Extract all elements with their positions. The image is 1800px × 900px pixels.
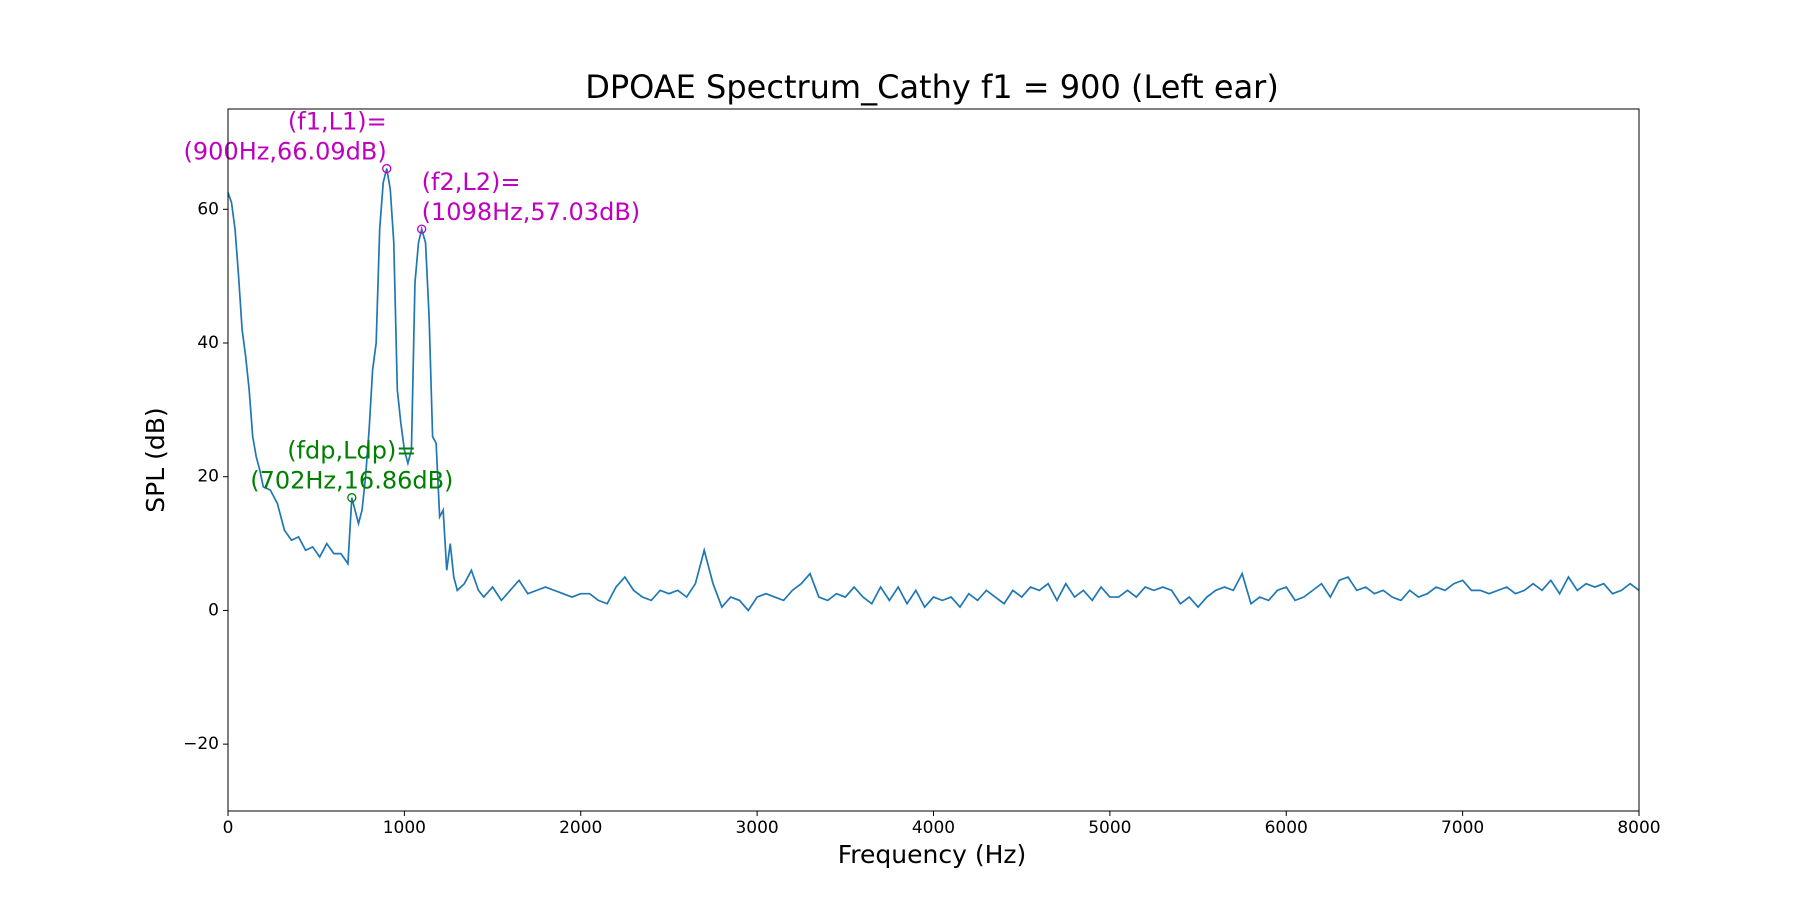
y-axis-label: SPL (dB) [141,407,170,512]
annotation-marker [382,163,392,174]
x-tick-label: 0 [223,818,234,838]
annotation-text: (1098Hz,57.03dB) [422,198,640,226]
x-tick-label: 6000 [1265,818,1308,838]
x-tick-label: 4000 [912,818,955,838]
chart-title: DPOAE Spectrum_Cathy f1 = 900 (Left ear) [585,68,1279,106]
annotation-text: (f1,L1)= [288,108,387,136]
x-tick-label: 2000 [559,818,602,838]
y-tick-label: 40 [197,333,219,353]
annotation-marker [347,493,357,503]
spectrum-line [227,168,1640,612]
y-tick-label: 60 [197,199,219,219]
y-tick-label: −20 [183,734,219,754]
x-tick-label: 8000 [1617,818,1660,838]
plot-frame [227,108,1640,812]
annotation-text: (f2,L2)= [422,168,521,196]
x-tick-label: 1000 [383,818,426,838]
x-tick-label: 5000 [1088,818,1131,838]
annotation-text: (fdp,Ldp)= [287,437,416,465]
x-tick-label: 3000 [735,818,778,838]
y-tick-label: 20 [197,467,219,487]
annotation-text: (702Hz,16.86dB) [250,467,453,495]
x-axis-label: Frequency (Hz) [838,840,1027,869]
x-tick-label: 7000 [1441,818,1484,838]
y-tick-label: 0 [208,600,219,620]
annotation-marker [417,224,427,234]
annotation-text: (900Hz,66.09dB) [184,138,387,166]
